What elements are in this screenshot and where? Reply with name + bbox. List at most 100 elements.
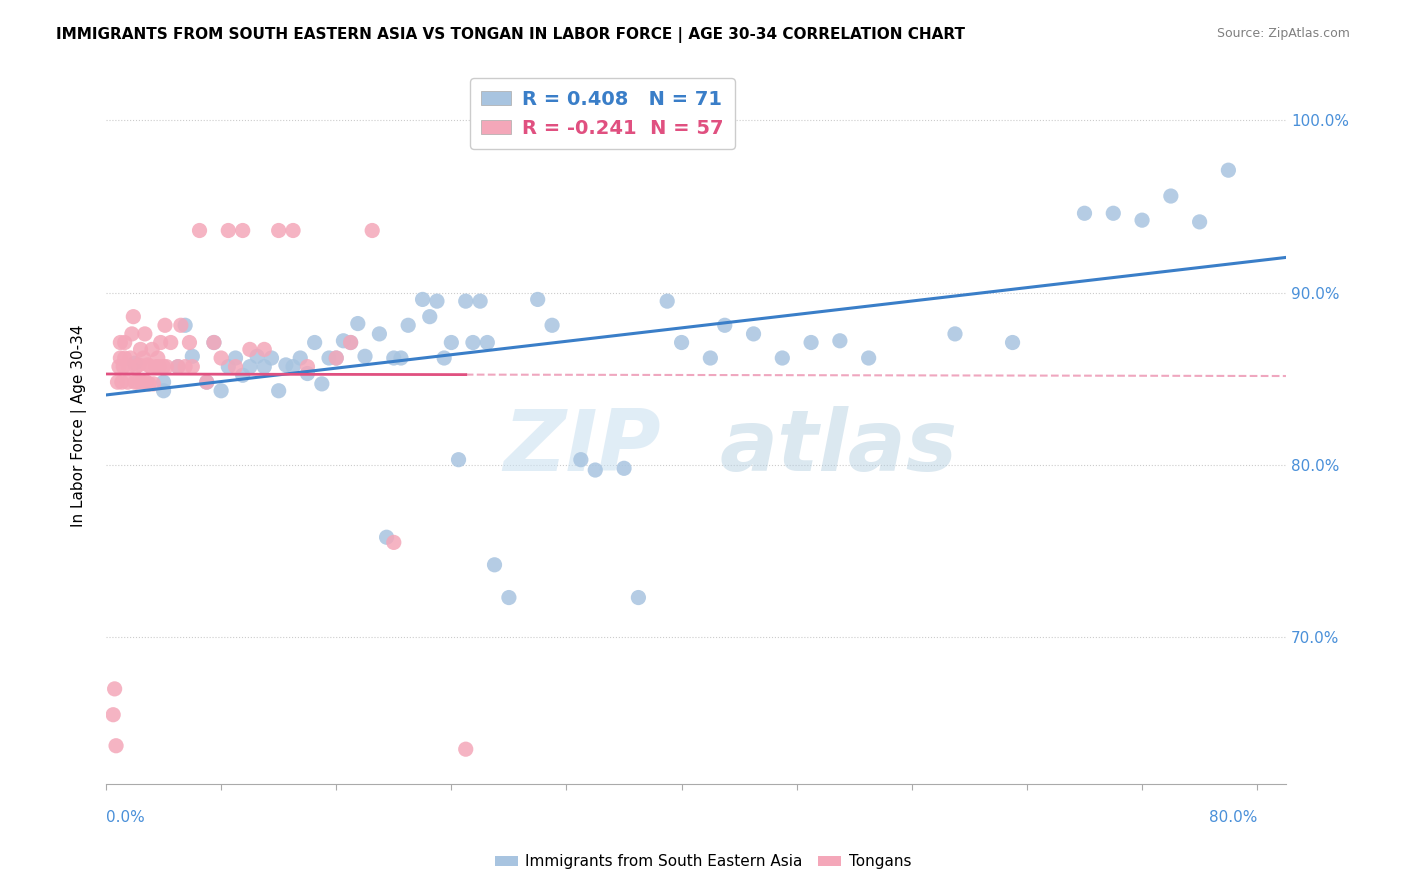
Point — [426, 294, 449, 309]
Point — [943, 326, 966, 341]
Text: 80.0%: 80.0% — [1209, 810, 1257, 824]
Point — [858, 351, 880, 365]
Point — [325, 351, 347, 365]
Point — [152, 384, 174, 398]
Point — [412, 293, 434, 307]
Point — [447, 452, 470, 467]
Point — [167, 359, 190, 374]
Point — [274, 358, 297, 372]
Point — [346, 317, 368, 331]
Point — [267, 384, 290, 398]
Point — [304, 335, 326, 350]
Point — [195, 375, 218, 389]
Point — [382, 535, 405, 549]
Point — [114, 335, 136, 350]
Point — [433, 351, 456, 365]
Point — [253, 343, 276, 357]
Point — [155, 359, 177, 374]
Point — [108, 359, 131, 374]
Point — [232, 368, 254, 383]
Point — [318, 351, 340, 365]
Point — [239, 343, 262, 357]
Point — [110, 351, 132, 365]
Text: 0.0%: 0.0% — [105, 810, 145, 824]
Point — [188, 223, 211, 237]
Point — [800, 335, 823, 350]
Point — [128, 358, 150, 372]
Point — [311, 376, 333, 391]
Point — [148, 359, 170, 374]
Point — [526, 293, 548, 307]
Point — [152, 359, 174, 374]
Point — [145, 359, 167, 374]
Point — [111, 375, 134, 389]
Point — [627, 591, 650, 605]
Point — [253, 359, 276, 374]
Point — [454, 742, 477, 756]
Point — [361, 223, 384, 237]
Point — [104, 681, 127, 696]
Point — [114, 351, 136, 365]
Point — [120, 351, 142, 365]
Point — [174, 318, 197, 333]
Point — [125, 359, 148, 374]
Point — [152, 375, 174, 389]
Text: atlas: atlas — [720, 406, 957, 489]
Point — [107, 375, 129, 389]
Point — [742, 326, 765, 341]
Point — [170, 318, 193, 333]
Point — [122, 310, 145, 324]
Point — [112, 359, 135, 374]
Point — [484, 558, 506, 572]
Point — [828, 334, 851, 348]
Point — [142, 376, 165, 391]
Point — [118, 359, 141, 374]
Point — [454, 294, 477, 309]
Point — [267, 223, 290, 237]
Point — [132, 351, 155, 365]
Point — [209, 384, 232, 398]
Point — [325, 351, 347, 365]
Text: IMMIGRANTS FROM SOUTH EASTERN ASIA VS TONGAN IN LABOR FORCE | AGE 30-34 CORRELAT: IMMIGRANTS FROM SOUTH EASTERN ASIA VS TO… — [56, 27, 966, 43]
Point — [135, 375, 157, 389]
Point — [290, 351, 312, 365]
Point — [159, 335, 181, 350]
Point — [339, 335, 361, 350]
Point — [713, 318, 735, 333]
Point — [1160, 189, 1182, 203]
Legend: Immigrants from South Eastern Asia, Tongans: Immigrants from South Eastern Asia, Tong… — [489, 848, 917, 875]
Point — [117, 375, 139, 389]
Point — [202, 335, 225, 350]
Point — [139, 359, 162, 374]
Point — [613, 461, 636, 475]
Point — [281, 359, 304, 374]
Point — [167, 359, 190, 374]
Point — [149, 335, 172, 350]
Point — [224, 351, 246, 365]
Point — [671, 335, 693, 350]
Point — [1218, 163, 1240, 178]
Point — [217, 359, 239, 374]
Point — [138, 376, 160, 391]
Point — [1188, 215, 1211, 229]
Point — [526, 104, 548, 119]
Point — [1001, 335, 1024, 350]
Point — [127, 375, 149, 389]
Point — [146, 351, 169, 365]
Point — [121, 326, 143, 341]
Point — [375, 530, 398, 544]
Point — [179, 335, 201, 350]
Point — [770, 351, 793, 365]
Point — [657, 294, 679, 309]
Text: Source: ZipAtlas.com: Source: ZipAtlas.com — [1216, 27, 1350, 40]
Point — [141, 343, 163, 357]
Point — [217, 223, 239, 237]
Point — [699, 351, 721, 365]
Point — [368, 326, 391, 341]
Point — [419, 310, 441, 324]
Point — [181, 359, 204, 374]
Point — [354, 349, 377, 363]
Point — [519, 130, 541, 145]
Point — [260, 351, 283, 365]
Point — [297, 359, 319, 374]
